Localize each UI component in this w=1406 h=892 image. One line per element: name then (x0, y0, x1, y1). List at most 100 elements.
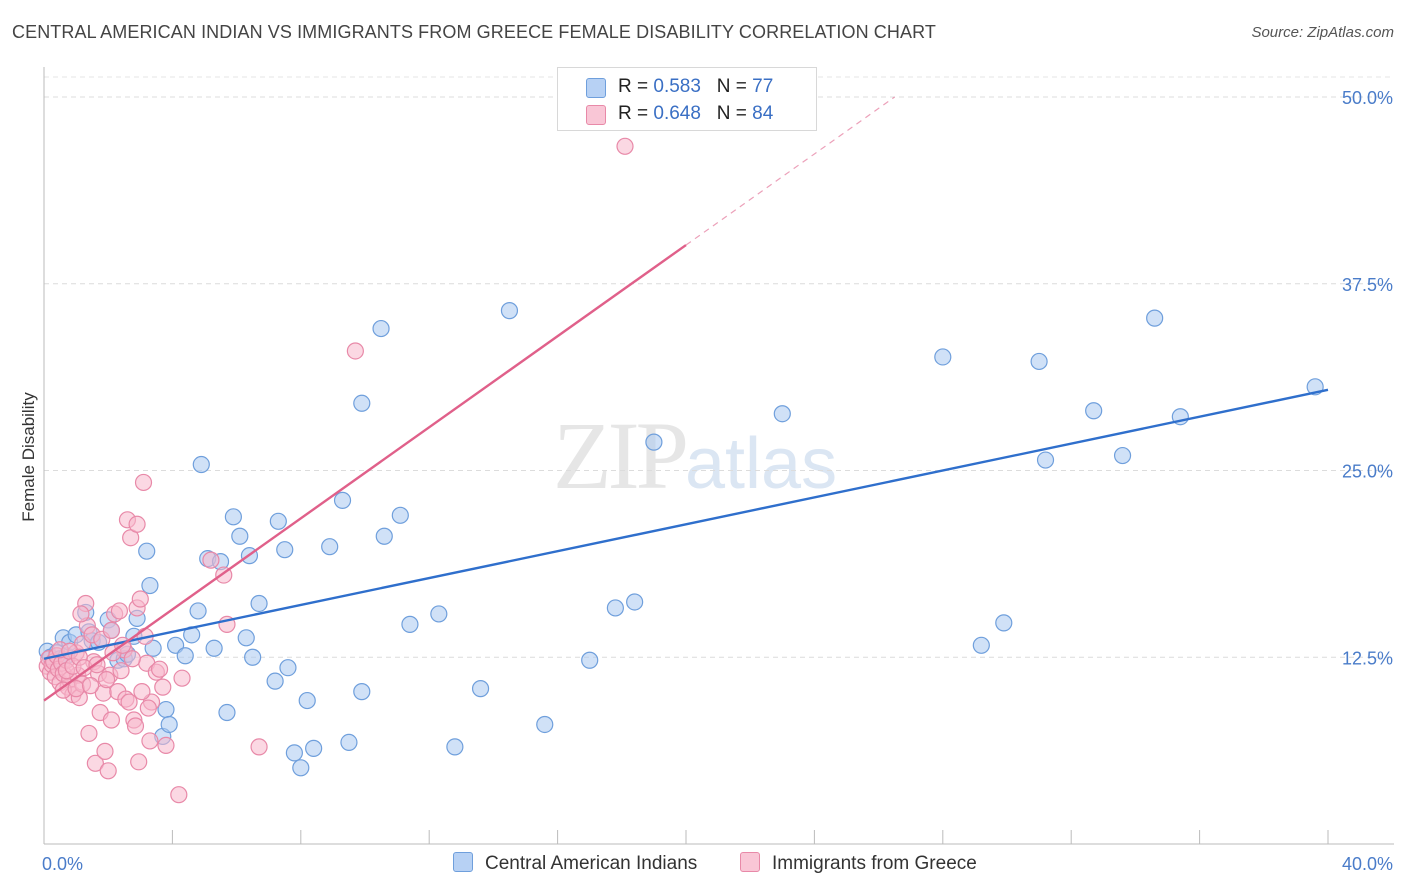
n-value: 84 (752, 103, 774, 124)
central-american-indian-point (176, 647, 194, 665)
central-american-indian-point (606, 599, 624, 617)
watermark: ZIPatlas (553, 400, 837, 511)
central-american-indian-point (205, 639, 223, 657)
n-value: 77 (752, 76, 774, 97)
greece-immigrant-point (157, 736, 175, 754)
central-american-indian-point (353, 683, 371, 701)
central-american-indian-point (157, 700, 175, 719)
central-american-indian-point (292, 759, 310, 777)
greece-immigrant-point (134, 473, 153, 492)
central-american-indian-point (250, 594, 268, 613)
r-label: R = (618, 103, 654, 124)
legend-label: Immigrants from Greece (772, 853, 977, 874)
greece-immigrant-point (150, 660, 169, 678)
central-american-indian-point (244, 648, 262, 666)
central-american-indian-point (1085, 402, 1103, 420)
central-american-indian-point (141, 576, 159, 595)
central-american-indian-point (333, 491, 352, 509)
blue-swatch (586, 78, 606, 98)
central-american-indian-point (972, 636, 990, 654)
watermark-atlas: atlas (685, 424, 838, 504)
central-american-indian-point (372, 319, 390, 338)
central-american-indian-point (340, 733, 358, 752)
x-tick-label: 0.0% (42, 854, 83, 874)
central-american-indian-point (218, 703, 236, 722)
central-american-indian-point (189, 602, 207, 620)
central-american-indian-point (536, 715, 554, 734)
greece-immigrant-point (110, 602, 129, 620)
central-american-indian-point (581, 651, 599, 669)
central-american-indian-point (626, 593, 644, 611)
greece-immigrant-point (141, 732, 159, 750)
greece-immigrant-point (99, 762, 117, 780)
y-axis-title: Female Disability (19, 392, 38, 522)
greece-immigrant-point (102, 711, 121, 729)
pink-trend-line-extension (685, 96, 895, 246)
central-american-indian-point (353, 394, 371, 412)
central-american-indian-point (138, 542, 156, 560)
central-american-indian-point (375, 527, 393, 545)
legend-blue-swatch (453, 852, 473, 872)
legend-item-immigrants-from-greece: Immigrants from Greece (740, 852, 977, 875)
central-american-indian-point (237, 629, 255, 647)
blue-trend-line (43, 388, 1329, 660)
central-american-indian-point (430, 605, 448, 623)
central-american-indian-point (645, 433, 663, 451)
central-american-indian-point (298, 691, 316, 710)
pink-trend-line (43, 244, 687, 702)
central-american-indian-point (285, 744, 303, 762)
r-label: R = (618, 76, 654, 97)
central-american-indian-point (773, 405, 791, 423)
greece-immigrant-point (81, 677, 100, 695)
greece-immigrant-point (346, 342, 364, 360)
greece-immigrant-point (202, 551, 220, 569)
stats-legend-text-blue: R = 0.583 N = 77 (618, 76, 773, 98)
source-label: Source: ZipAtlas.com (1251, 24, 1394, 41)
central-american-indian-point (1146, 309, 1164, 327)
central-american-indian-point (192, 455, 210, 474)
chart-title: CENTRAL AMERICAN INDIAN VS IMMIGRANTS FR… (12, 22, 936, 42)
greece-immigrant-point (97, 671, 116, 689)
central-american-indian-point (446, 738, 464, 756)
central-american-indian-point (224, 508, 242, 526)
greece-immigrant-point (133, 683, 151, 701)
y-tick-label: 12.5% (1342, 648, 1393, 668)
central-american-indian-point (1113, 446, 1132, 465)
greece-immigrant-point (139, 699, 157, 717)
greece-immigrant-point (154, 678, 172, 696)
y-tick-label: 25.0% (1342, 462, 1393, 482)
y-tick-label: 50.0% (1342, 88, 1393, 108)
central-american-indian-point (305, 739, 323, 757)
greece-immigrant-point (126, 717, 145, 735)
legend-label: Central American Indians (485, 853, 698, 874)
central-american-indian-point (160, 715, 178, 734)
greece-immigrant-point (123, 650, 141, 668)
pink-swatch (586, 105, 606, 125)
greece-immigrant-point (102, 621, 121, 639)
central-american-indian-point (1036, 451, 1055, 469)
r-value: 0.583 (653, 76, 701, 97)
r-value: 0.648 (653, 103, 701, 124)
greece-immigrant-point (130, 753, 148, 771)
x-tick-label: 40.0% (1342, 854, 1393, 874)
greece-immigrant-point (120, 693, 138, 711)
central-american-indian-point (276, 541, 294, 559)
greece-immigrant-point (131, 590, 149, 608)
n-label: N = (716, 76, 753, 97)
stats-legend-text-pink: R = 0.648 N = 84 (618, 103, 773, 125)
central-american-indian-point (1030, 352, 1048, 371)
central-american-indian-point (995, 614, 1013, 632)
greece-immigrant-point (80, 724, 98, 743)
central-american-indian-point (391, 506, 409, 524)
central-american-indian-point (279, 659, 297, 677)
y-tick-label: 37.5% (1342, 275, 1393, 295)
legend-item-central-american-indians: Central American Indians (453, 852, 697, 875)
greece-immigrant-point (96, 742, 114, 760)
central-american-indian-point (934, 348, 952, 366)
greece-immigrant-point (250, 738, 268, 756)
central-american-indian-point (500, 302, 519, 320)
greece-immigrant-point (72, 605, 90, 623)
central-american-indian-point (321, 538, 339, 556)
greece-immigrant-point (128, 515, 146, 533)
